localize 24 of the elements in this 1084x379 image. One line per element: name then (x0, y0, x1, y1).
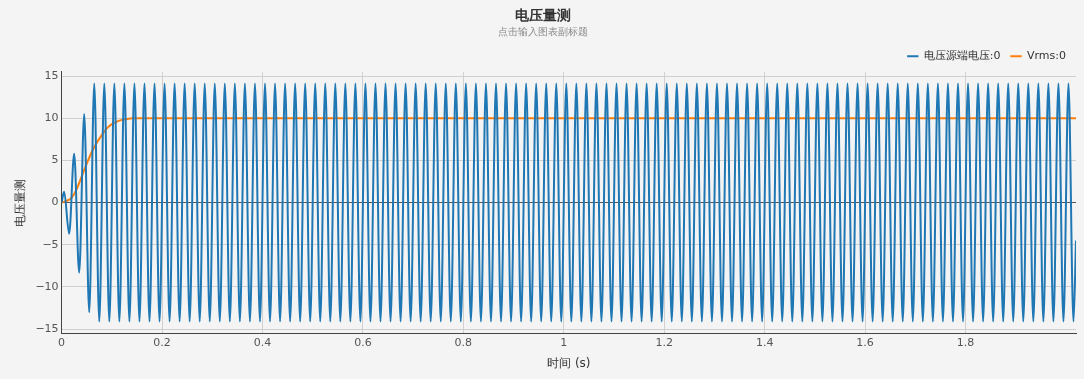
x-tick-label: 1.4 (755, 335, 774, 349)
chart-subtitle: 点击输入图表副标题 (498, 26, 588, 38)
chart-title: 电压量测 (515, 7, 571, 24)
x-axis-title: 时间 (s) (547, 355, 591, 370)
y-tick-label: −5 (42, 237, 59, 251)
y-tick-label: 5 (51, 153, 59, 167)
x-tick-label: 1.2 (655, 335, 673, 349)
y-tick-label: 10 (44, 111, 59, 125)
x-tick-label: 0.8 (454, 335, 473, 349)
x-tick-label: 1 (560, 335, 568, 349)
x-tick-label: 1.6 (856, 335, 874, 349)
x-tick-label: 1.8 (956, 335, 975, 349)
y-axis-title: 电压量测 (13, 178, 28, 227)
y-tick-label: 0 (51, 195, 59, 209)
y-tick-label: −10 (35, 279, 59, 293)
x-tick-label: 0.6 (354, 335, 372, 349)
line-series (61, 82, 1076, 323)
x-tick-label: 0.2 (153, 335, 171, 349)
legend-label: 电压源端电压:0 (923, 49, 1001, 63)
y-tick-label: −15 (35, 322, 59, 336)
legend-label: Vrms:0 (1027, 49, 1067, 63)
line-series (61, 117, 1076, 204)
x-tick-label: 0.4 (253, 335, 272, 349)
y-tick-label: 15 (44, 68, 59, 82)
